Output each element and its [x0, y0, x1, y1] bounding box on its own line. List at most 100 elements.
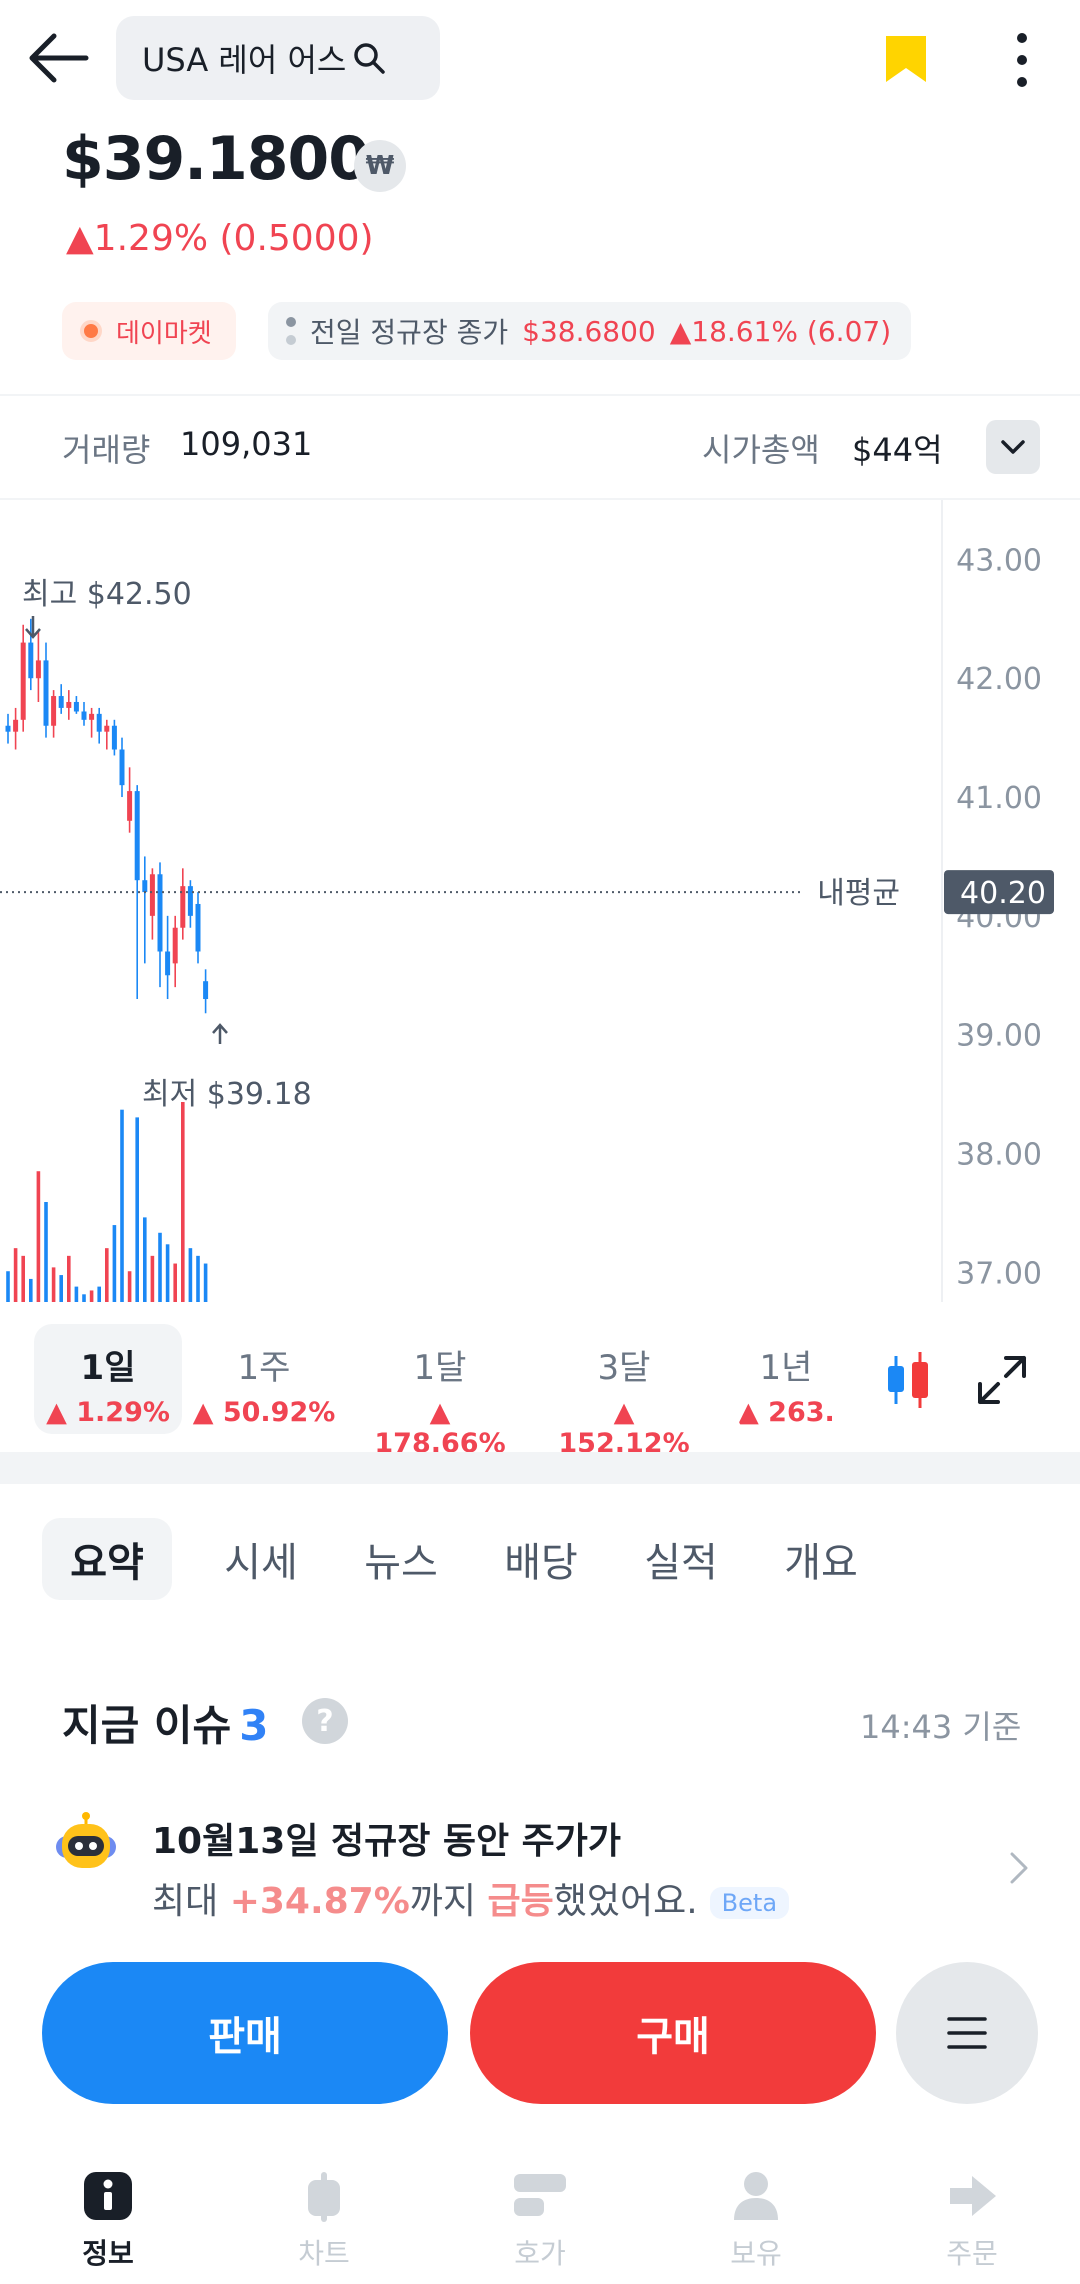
volume-bar [82, 1294, 86, 1302]
y-tick-label: 41.00 [956, 781, 1042, 816]
period-label: 1주 [237, 1348, 291, 1388]
more-vertical-icon[interactable] [1010, 30, 1034, 90]
content-tab-2[interactable]: 뉴스 [364, 1540, 438, 1586]
volume-label: 거래량 [62, 431, 151, 469]
nav-info[interactable]: 정보 [0, 2170, 216, 2280]
candle-body [134, 791, 140, 881]
issue-detail-surge: 급등 [487, 1881, 554, 1922]
volume-bar [74, 1286, 79, 1302]
buy-button[interactable]: 구매 [470, 1962, 876, 2104]
issue-headline[interactable]: 10월13일 정규장 동안 주가가 [152, 1821, 621, 1862]
volume-bar [127, 1271, 132, 1302]
volume-bar [112, 1225, 117, 1302]
volume-bar [173, 1263, 177, 1302]
low-arrow-icon [212, 1023, 228, 1044]
period-label: 1달 [413, 1348, 467, 1388]
volume-bar [51, 1267, 56, 1302]
back-arrow-icon[interactable] [24, 26, 94, 90]
y-tick-label: 39.00 [956, 1019, 1042, 1054]
average-label: 내평균 [817, 876, 900, 911]
nav-orderbook[interactable]: 호가 [432, 2170, 648, 2280]
average-value-tag [944, 870, 1054, 915]
volume-bar [89, 1290, 94, 1302]
period-label: 3달 [597, 1348, 651, 1388]
arrow-right-icon [950, 2176, 996, 2216]
period-tab-3[interactable]: 3달 ▲ 152.12% [550, 1324, 698, 1459]
period-tab-4[interactable]: 1년 ▲ 263.3 [738, 1324, 834, 1434]
nav-holdings[interactable]: 보유 [648, 2170, 864, 2280]
period-tab-0[interactable]: 1일 ▲ 1.29% [34, 1324, 182, 1434]
volume-bar [6, 1271, 10, 1302]
info-icon [84, 2172, 132, 2220]
content-tab-5[interactable]: 개요 [784, 1540, 858, 1586]
candles [5, 618, 209, 1014]
section-gap [0, 1452, 1080, 1484]
candle-body [5, 725, 11, 732]
nav-label: 호가 [514, 2237, 566, 2270]
prev-close-label: 전일 정규장 종가 [310, 316, 509, 349]
volume-bar [67, 1255, 71, 1302]
chevron-down-icon [1001, 440, 1025, 454]
candle-body [119, 749, 125, 786]
hamburger-icon [947, 2017, 987, 2049]
average-price-line: 내평균 40.20 [0, 870, 1054, 915]
prev-close-price: $38.6800 [522, 314, 656, 348]
fullscreen-expand-icon[interactable] [974, 1352, 1030, 1408]
volume-bar [105, 1248, 109, 1302]
prev-close-change: ▲18.61% (6.07) [669, 314, 892, 348]
volume-bar [181, 1102, 185, 1302]
volume-bar [29, 1278, 33, 1302]
volume-value: 109,031 [180, 425, 313, 463]
sell-button[interactable]: 판매 [42, 1962, 448, 2104]
prev-close-badge: 전일 정규장 종가 $38.6800 ▲18.61% (6.07) [268, 302, 912, 360]
y-tick-label: 42.00 [956, 662, 1042, 697]
content-tab-4[interactable]: 실적 [644, 1540, 718, 1586]
issue-detail[interactable]: 최대 +34.87%까지 급등했었어요. Beta [152, 1872, 790, 1924]
y-tick-label: 43.00 [956, 543, 1042, 578]
volume-bar [97, 1286, 101, 1302]
candle-body [81, 711, 87, 720]
person-icon [734, 2172, 778, 2220]
currency-toggle-won[interactable]: ₩ [354, 140, 406, 192]
volume-bar [165, 1244, 170, 1302]
nav-orders[interactable]: 주문 [864, 2170, 1080, 2280]
candle-body [66, 701, 72, 708]
nav-chart[interactable]: 차트 [216, 2170, 432, 2280]
candle-body [127, 791, 133, 821]
issue-detail-mid: 까지 [409, 1881, 488, 1922]
volume-bar [150, 1255, 155, 1302]
candlestick-toggle-icon[interactable] [880, 1350, 936, 1410]
period-change: ▲ 178.66% [374, 1397, 506, 1459]
stats-expand-button[interactable] [986, 420, 1040, 474]
candle-body [172, 927, 178, 964]
content-tab-1[interactable]: 시세 [224, 1540, 298, 1586]
content-tab-0[interactable]: 요약 [42, 1518, 172, 1600]
bookmark-icon[interactable] [884, 34, 928, 84]
help-icon[interactable]: ? [302, 1698, 348, 1744]
market-cap-value: $44억 [852, 431, 943, 469]
candle-body [35, 660, 41, 679]
nav-label: 정보 [82, 2237, 134, 2270]
daymarket-badge: 데이마켓 [62, 302, 236, 360]
period-tab-2[interactable]: 1달 ▲ 178.66% [366, 1324, 514, 1459]
issue-detail-percent: +34.87% [229, 1881, 410, 1922]
menu-button[interactable] [896, 1962, 1038, 2104]
period-label: 1년 [759, 1348, 813, 1388]
content-tab-3[interactable]: 배당 [504, 1540, 578, 1586]
candle-body [195, 903, 201, 952]
period-change: ▲ 263.3 [738, 1397, 834, 1428]
nav-label: 보유 [730, 2237, 782, 2270]
search-icon [354, 43, 386, 74]
chevron-right-icon[interactable] [1004, 1848, 1034, 1888]
stock-search-pill[interactable]: USA 레어 어스 [116, 16, 440, 100]
y-tick-label: 38.00 [956, 1137, 1042, 1172]
issue-title-text: 지금 이슈 [62, 1701, 232, 1750]
volume-bar [44, 1202, 48, 1302]
issue-count: 3 [239, 1701, 269, 1750]
period-tab-1[interactable]: 1주 ▲ 50.92% [190, 1324, 338, 1434]
divider [0, 498, 1080, 500]
period-change: ▲ 50.92% [192, 1397, 336, 1428]
volume-bars [6, 1102, 208, 1302]
